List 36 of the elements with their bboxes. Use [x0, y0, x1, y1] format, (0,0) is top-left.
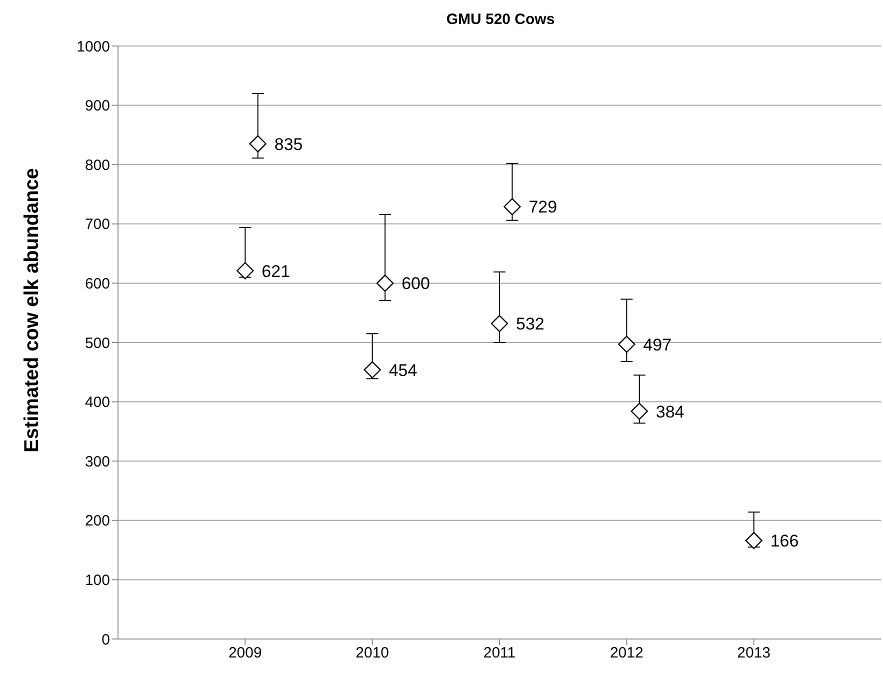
y-tick-label: 800: [84, 156, 110, 174]
data-label: 729: [528, 198, 558, 217]
x-tick-label: 2011: [483, 644, 516, 662]
point: [745, 532, 762, 550]
y-tick-label: 500: [84, 334, 110, 352]
y-tick-label: 600: [84, 276, 110, 293]
point: [490, 314, 508, 332]
chart-title: GMU 520 Cows: [445, 10, 556, 30]
point: [364, 361, 381, 378]
y-tick-label: 900: [84, 98, 110, 115]
y-tick-label: 100: [84, 572, 110, 590]
data-label: 600: [402, 274, 430, 294]
y-tick-label: 1000: [76, 38, 110, 56]
point: [249, 135, 266, 152]
y-axis-title: Estimated cow elk abundance: [21, 168, 44, 452]
data-label: 454: [388, 360, 418, 380]
data-label: 835: [274, 134, 303, 154]
data-label: 384: [656, 402, 684, 422]
x-tick-label: 2012: [610, 644, 644, 662]
y-tick-label: 700: [84, 216, 110, 234]
x-tick-label: 2013: [737, 644, 771, 662]
point: [376, 274, 394, 292]
point: [618, 336, 636, 353]
y-tick-label: 300: [84, 453, 110, 470]
data-label: 166: [770, 532, 799, 551]
point: [236, 262, 254, 280]
data-label: 532: [516, 314, 544, 334]
point: [630, 402, 648, 420]
x-tick-label: 2009: [228, 644, 262, 662]
y-tick-label: 0: [102, 631, 110, 648]
x-tick-label: 2010: [356, 644, 390, 662]
y-tick-label: 400: [84, 394, 110, 412]
y-tick-label: 200: [84, 512, 110, 530]
data-label: 497: [643, 335, 672, 354]
point: [504, 198, 521, 216]
data-label: 621: [262, 262, 290, 281]
